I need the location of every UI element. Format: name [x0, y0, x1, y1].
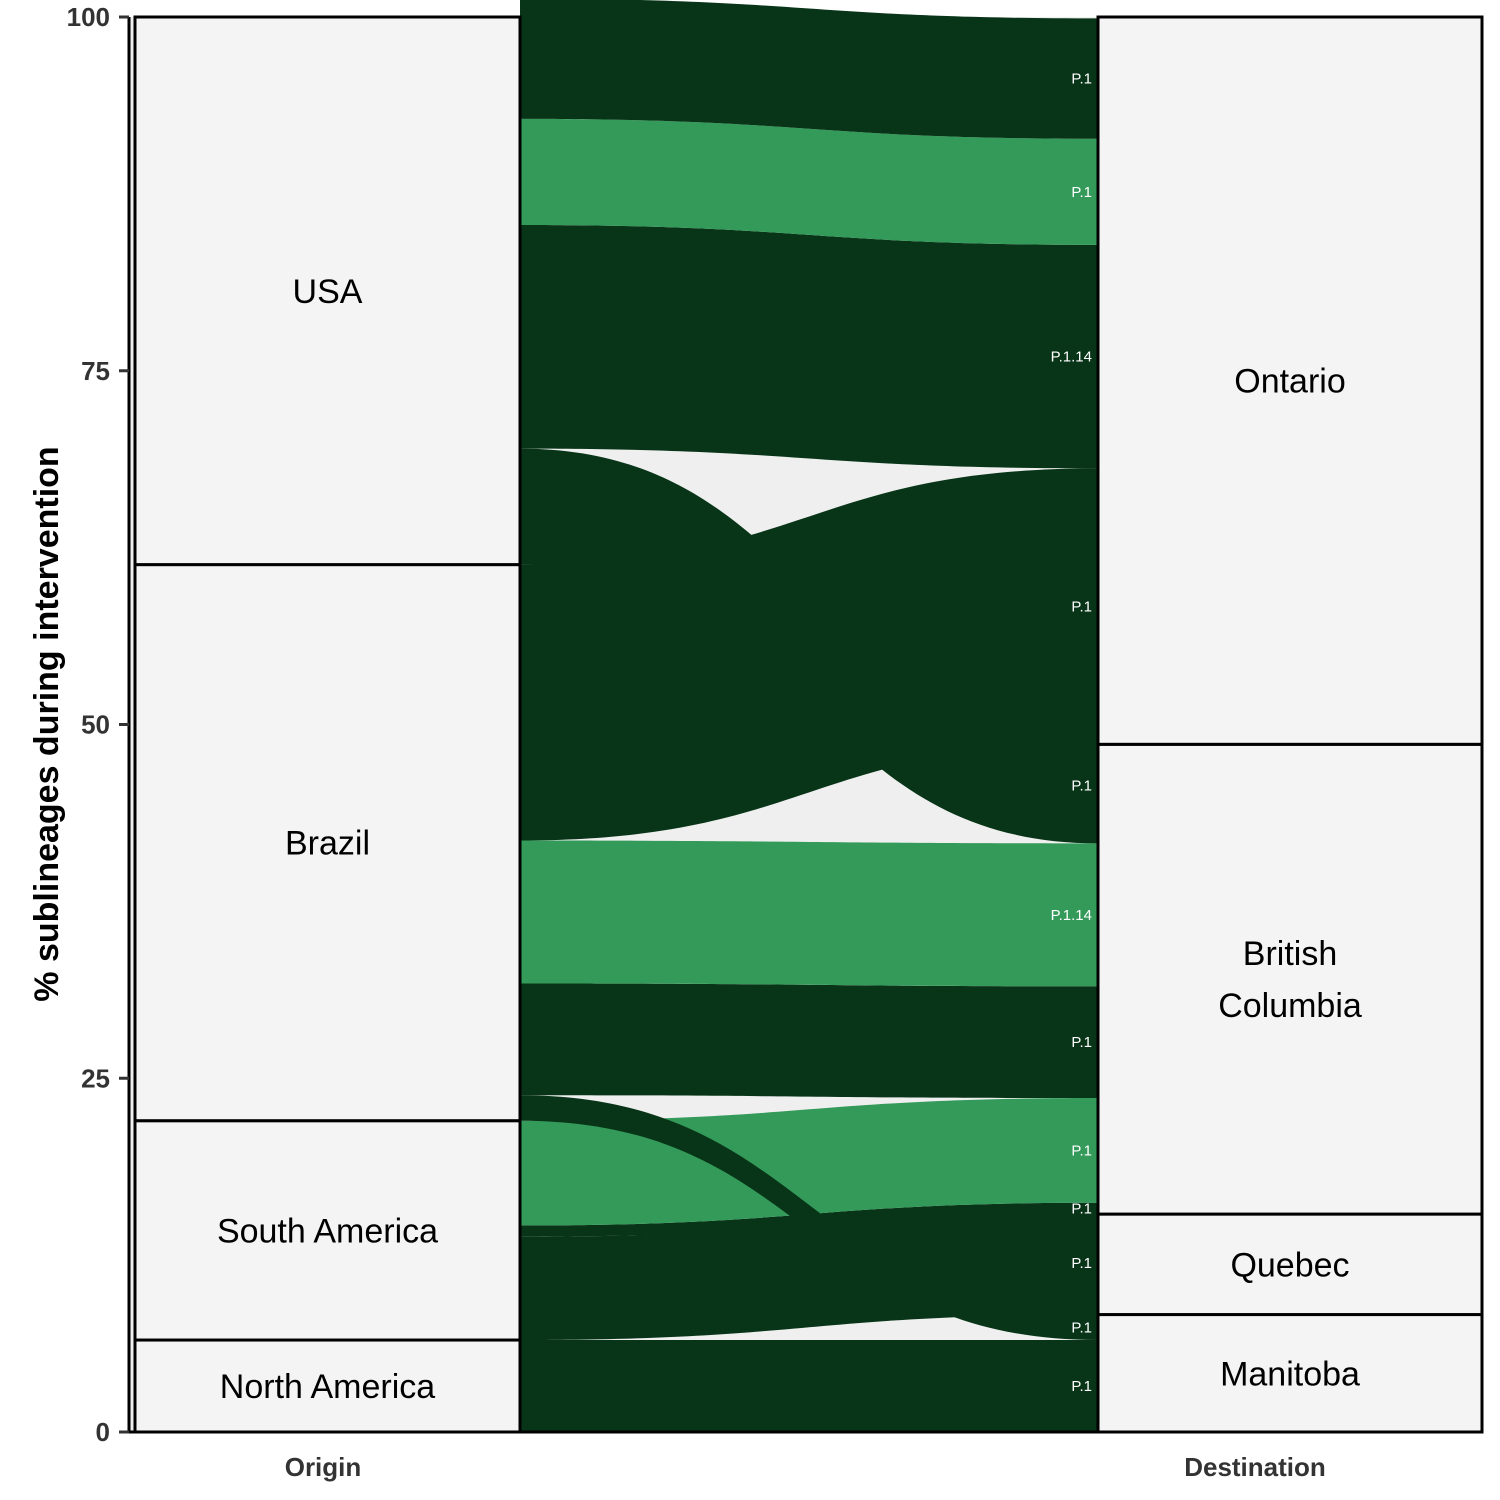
origin-stratum-north-america: [133, 1338, 522, 1434]
flow-label-p-1: P.1: [1071, 1034, 1092, 1051]
flow-label-p-1: P.1.14: [1051, 349, 1092, 366]
origin-stratum-south-america: [133, 1119, 522, 1342]
flow-label-p-1-14: P.1: [1071, 184, 1092, 201]
strata-group: North America South America Brazil USA Manit…: [133, 15, 1484, 1434]
destination-label-manitoba: Manitoba: [1220, 1355, 1360, 1393]
flow-usa-to-ontario-p-1-14: [520, 118, 1098, 245]
flow-label-p-1: P.1: [1071, 598, 1092, 615]
y-tick-label: 0: [96, 1417, 110, 1447]
origin-label-north-america: North America: [220, 1368, 435, 1406]
flow-brazil-to-manitoba-p-1: [520, 1095, 1098, 1341]
flow-label-p-1: P.1: [1071, 1255, 1092, 1272]
flow-brazil-to-british-columbia-p-1: [520, 983, 1098, 1099]
flow-north-america-to-manitoba-p-1: [520, 1340, 1098, 1432]
origin-stratum-usa: [133, 15, 522, 567]
y-tick-label: 25: [81, 1063, 110, 1093]
origin-label-brazil: Brazil: [285, 825, 370, 863]
flow-usa-to-british-columbia-p-1: [520, 448, 1098, 844]
x-axis-label-origin: Origin: [285, 1452, 362, 1482]
y-axis-title: % sublineages during intervention: [28, 446, 66, 1001]
destination-stratum-british-columbia: [1096, 742, 1484, 1216]
flow-label-p-1-14: P.1: [1071, 1142, 1092, 1159]
flow-labels-group: P.1 P.1 P.1 P.1 P.1 P.1 P.1.14 P.1 P.1 P.1.14 P.1 P…: [1051, 71, 1092, 1395]
flow-label-p-1: P.1: [1071, 777, 1092, 794]
y-tick-label: 100: [67, 2, 110, 32]
destination-label-british-columbia: British Columbia: [1218, 935, 1362, 1025]
flow-usa-to-ontario-p-1: [520, 225, 1098, 469]
origin-label-usa: USA: [293, 273, 363, 311]
destination-stratum-quebec: [1096, 1212, 1484, 1317]
destination-label-ontario: Ontario: [1234, 363, 1346, 401]
destination-stratum-ontario: [1096, 15, 1484, 746]
flow-brazil-to-british-columbia-p-1-14: [520, 840, 1098, 987]
y-axis-ticks: 0 25 50 75 100: [67, 2, 129, 1447]
y-tick-label: 50: [81, 710, 110, 740]
flow-label-p-1: P.1: [1071, 1378, 1092, 1395]
y-tick-label: 75: [81, 356, 110, 386]
flows-group: [520, 0, 1098, 1432]
flow-label-p-1: P.1: [1071, 71, 1092, 88]
flow-label-p-1-14: P.1.14: [1051, 907, 1092, 924]
flow-label-p-1: P.1: [1071, 1200, 1092, 1217]
origin-label-south-america: South America: [217, 1212, 438, 1250]
destination-label-quebec: Quebec: [1230, 1246, 1349, 1284]
flow-usa-to-ontario-p-1: [520, 0, 1098, 139]
x-axis-label-destination: Destination: [1184, 1452, 1326, 1482]
flow-label-p-1: P.1: [1071, 1319, 1092, 1336]
